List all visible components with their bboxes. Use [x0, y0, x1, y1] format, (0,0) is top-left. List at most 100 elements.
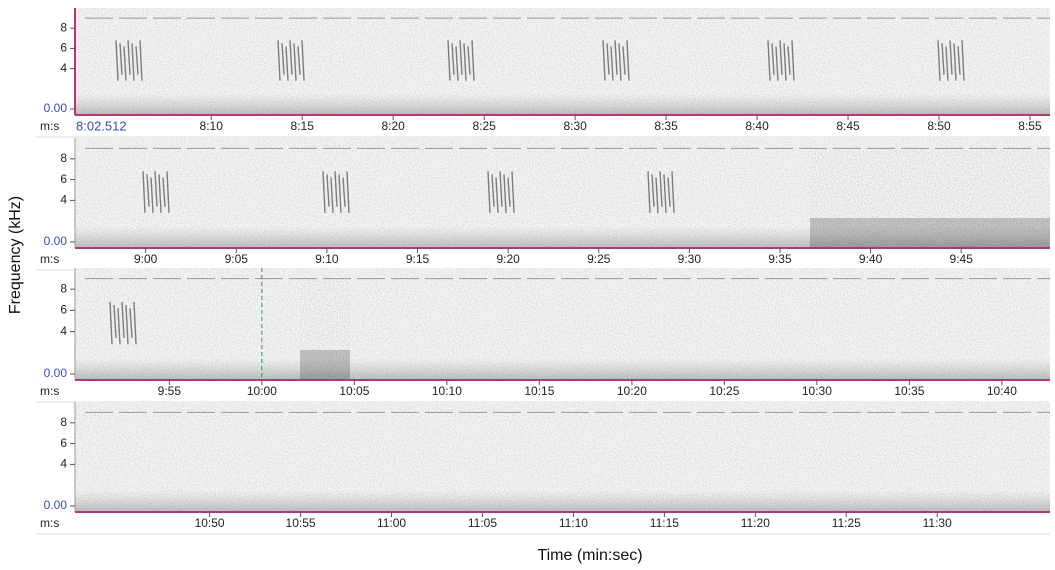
- syllable-stroke: [158, 174, 162, 213]
- syllable-stroke: [622, 46, 626, 75]
- x-tick-label: 9:10: [315, 252, 339, 266]
- syllable-stroke: [618, 43, 622, 81]
- syllable-stroke: [791, 40, 795, 81]
- x-tick-label: 10:20: [617, 384, 647, 398]
- x-unit-label: m:s: [40, 252, 59, 266]
- syllable-stroke: [663, 174, 667, 213]
- syllable-stroke: [606, 43, 610, 75]
- syllable-stroke: [346, 171, 350, 213]
- syllable-stroke: [787, 46, 791, 75]
- syllable-stroke: [330, 177, 334, 213]
- low-frequency-energy: [75, 358, 1050, 380]
- syllable-stroke: [301, 40, 305, 81]
- x-tick-label: 9:15: [406, 252, 430, 266]
- syllable-stroke: [154, 171, 158, 207]
- syllable-stroke: [961, 40, 965, 81]
- syllable-stroke: [957, 46, 961, 75]
- x-tick-label: 8:50: [927, 119, 951, 133]
- syllable-stroke: [334, 171, 338, 207]
- syllable-stroke: [771, 43, 775, 75]
- y-tick-label: 6: [60, 41, 67, 55]
- syllable-stroke: [491, 174, 495, 207]
- x-tick-label: 10:00: [247, 384, 277, 398]
- syllable-stroke: [119, 43, 123, 75]
- x-tick-label: 11:10: [559, 516, 588, 530]
- syllable-stroke: [467, 46, 471, 75]
- x-tick-label: 11:30: [923, 516, 952, 530]
- syllable-stroke: [131, 43, 135, 81]
- x-tick-label: 9:30: [678, 252, 702, 266]
- x-tick-label: 9:35: [768, 252, 792, 266]
- x-tick-label: 10:50: [195, 516, 225, 530]
- x-axis-label: Time (min:sec): [537, 547, 642, 564]
- x-tick-label: 9:05: [225, 252, 249, 266]
- low-frequency-energy: [75, 226, 1050, 248]
- syllable-stroke: [459, 40, 463, 75]
- y-tick-label: 4: [60, 457, 67, 471]
- x-tick-label: 10:05: [339, 384, 369, 398]
- low-frequency-energy: [75, 490, 1050, 512]
- syllable-stroke: [610, 46, 614, 81]
- syllable-stroke: [150, 177, 154, 213]
- x-tick-label: 8:25: [472, 119, 496, 133]
- y-tick-label: 6: [60, 436, 67, 450]
- syllable-stroke: [162, 177, 166, 207]
- x-tick-label: 9:20: [496, 252, 520, 266]
- noise-burst: [810, 218, 1050, 248]
- x-unit-label: m:s: [40, 384, 59, 398]
- x-tick-label: 9:40: [859, 252, 883, 266]
- y-tick-label: 4: [60, 324, 67, 338]
- x-tick-label: 8:55: [1018, 119, 1042, 133]
- syllable-stroke: [139, 40, 143, 81]
- syllable-stroke: [647, 171, 651, 213]
- x-tick-label: 9:45: [950, 252, 974, 266]
- syllable-stroke: [953, 43, 957, 81]
- syllable-stroke: [767, 40, 771, 81]
- syllable-stroke: [146, 174, 150, 207]
- syllable-stroke: [671, 171, 675, 213]
- syllable-stroke: [135, 46, 139, 75]
- y-tick-label: 8: [60, 20, 67, 34]
- x-tick-label: 10:35: [894, 384, 924, 398]
- syllable-stroke: [451, 43, 455, 75]
- syllable-stroke: [121, 301, 125, 338]
- noise-burst: [300, 278, 350, 380]
- x-tick-label: 10:25: [709, 384, 739, 398]
- syllable-stroke: [447, 40, 451, 81]
- low-frequency-energy: [75, 93, 1050, 115]
- syllable-stroke: [115, 40, 119, 81]
- x-tick-label: 9:55: [158, 384, 182, 398]
- y-tick-label: 8: [60, 281, 67, 295]
- syllable-stroke: [487, 171, 491, 213]
- syllable-stroke: [471, 40, 475, 81]
- x-tick-label: 8:35: [654, 119, 678, 133]
- syllable-stroke: [117, 308, 121, 345]
- y-tick-label: 4: [60, 193, 67, 207]
- syllable-stroke: [127, 40, 131, 75]
- y-tick-label: 0.00: [44, 234, 68, 248]
- y-tick-label: 0.00: [44, 366, 68, 380]
- y-tick-label: 4: [60, 61, 67, 75]
- x-tick-label: 8:20: [382, 119, 406, 133]
- x-tick-label: 10:10: [432, 384, 462, 398]
- syllable-stroke: [495, 177, 499, 213]
- x-tick-label: 11:00: [377, 516, 406, 530]
- x-unit-label: m:s: [40, 119, 59, 133]
- syllable-stroke: [281, 43, 285, 75]
- x-tick-label: 10:55: [286, 516, 316, 530]
- syllable-stroke: [507, 177, 511, 207]
- x-unit-label: m:s: [40, 516, 59, 530]
- syllable-stroke: [499, 171, 503, 207]
- syllable-stroke: [667, 177, 671, 207]
- x-tick-label: 9:25: [587, 252, 611, 266]
- x-tick-label: 11:20: [741, 516, 770, 530]
- syllable-stroke: [133, 301, 137, 345]
- noise-burst: [300, 350, 350, 380]
- syllable-stroke: [322, 171, 326, 213]
- syllable-stroke: [941, 43, 945, 75]
- x-tick-label: 10:40: [987, 384, 1017, 398]
- x-tick-label: 8:45: [836, 119, 860, 133]
- syllable-stroke: [338, 174, 342, 213]
- syllable-stroke: [945, 46, 949, 81]
